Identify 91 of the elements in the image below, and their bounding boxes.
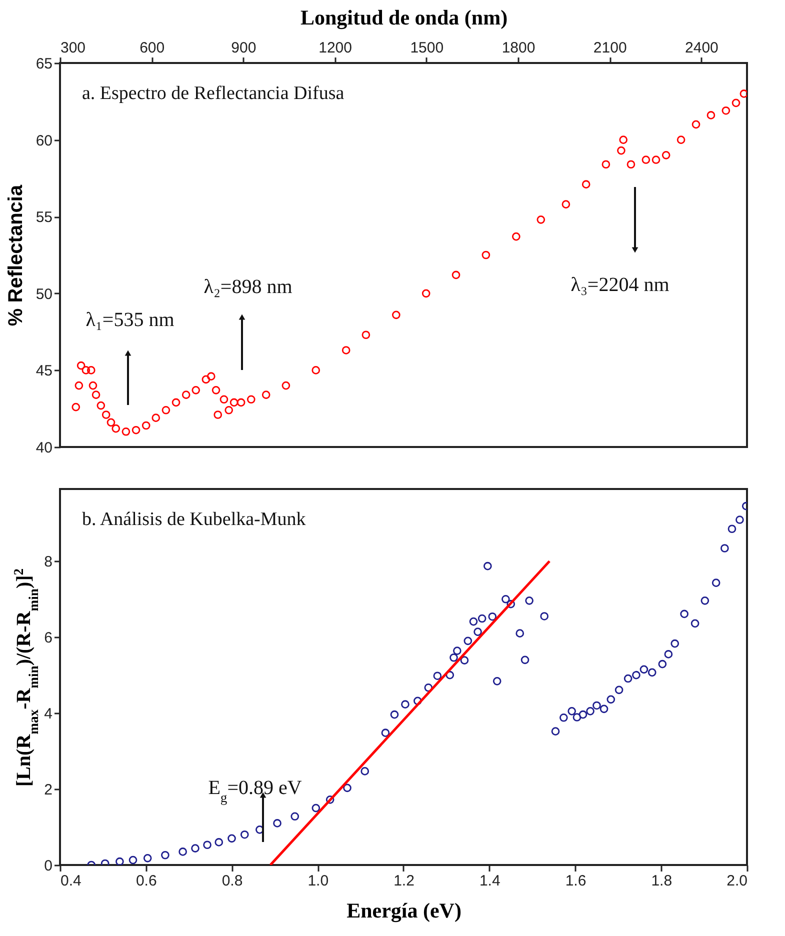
point bbox=[626, 160, 636, 169]
y-tick-label: 6 bbox=[44, 630, 52, 647]
x-tick-label: 300 bbox=[60, 40, 86, 56]
x-tick-label: 0.4 bbox=[60, 872, 82, 890]
point bbox=[652, 156, 660, 164]
point bbox=[122, 427, 130, 436]
point bbox=[642, 156, 650, 164]
annotation: λ₃=2204 nm bbox=[570, 274, 670, 296]
x-tick-label: 1500 bbox=[410, 40, 444, 56]
x-tick-label: 900 bbox=[231, 40, 256, 56]
point bbox=[76, 361, 86, 370]
y-tick-label: 55 bbox=[36, 209, 52, 226]
point bbox=[662, 151, 670, 160]
point bbox=[82, 366, 90, 374]
y-axis-title: % Reflectancia bbox=[4, 184, 27, 326]
point bbox=[706, 111, 716, 120]
annotation: a. Espectro de Reflectancia Difusa bbox=[82, 83, 345, 104]
annotation: b. Análisis de Kubelka-Munk bbox=[82, 509, 306, 530]
point bbox=[102, 410, 110, 419]
point bbox=[482, 250, 490, 260]
point bbox=[619, 136, 628, 144]
y-tick-label: 40 bbox=[36, 440, 52, 456]
point bbox=[72, 402, 80, 412]
annotation: λ₂=898 nm bbox=[204, 276, 293, 298]
annotation: E$_{g}$=0.89 eV bbox=[208, 777, 302, 804]
x-tick-label: 0.6 bbox=[136, 872, 157, 890]
point bbox=[740, 90, 747, 98]
x-tick-label: 2400 bbox=[685, 40, 718, 56]
point bbox=[722, 106, 730, 115]
point bbox=[172, 398, 180, 407]
y-tick-label: 4 bbox=[44, 706, 52, 723]
y-tick-label: 50 bbox=[36, 286, 52, 303]
x-tick-label: 1.6 bbox=[565, 872, 586, 890]
x-axis-title: Energía (eV) bbox=[346, 898, 462, 922]
point bbox=[74, 381, 84, 390]
point bbox=[220, 395, 228, 404]
point bbox=[362, 330, 370, 340]
x-axis-title: Longitud de onda (nm) bbox=[300, 6, 508, 30]
y-tick-label: 45 bbox=[36, 362, 52, 380]
point bbox=[732, 98, 740, 108]
x-tick-label: 600 bbox=[140, 40, 165, 56]
x-tick-label: 1.4 bbox=[479, 872, 500, 890]
point bbox=[282, 381, 290, 390]
x-tick-label: 1.2 bbox=[394, 872, 414, 890]
point bbox=[342, 346, 350, 354]
point bbox=[512, 232, 520, 241]
point bbox=[422, 289, 430, 298]
point bbox=[224, 406, 234, 414]
x-tick-label: 0.8 bbox=[222, 872, 243, 890]
point bbox=[692, 120, 700, 129]
point bbox=[562, 200, 570, 208]
point bbox=[676, 136, 686, 144]
x-tick-label: 1200 bbox=[318, 40, 352, 56]
point bbox=[212, 386, 220, 394]
point bbox=[142, 421, 150, 430]
x-tick-label: 2.0 bbox=[726, 872, 748, 890]
y-tick-label: 2 bbox=[44, 782, 52, 799]
point bbox=[152, 414, 160, 422]
x-tick-label: 1.0 bbox=[308, 872, 329, 890]
point bbox=[262, 390, 270, 399]
y-tick-label: 65 bbox=[36, 56, 52, 72]
point bbox=[206, 372, 216, 380]
point bbox=[236, 398, 246, 407]
point bbox=[617, 146, 626, 155]
point bbox=[182, 390, 190, 399]
point bbox=[312, 366, 320, 374]
point bbox=[96, 401, 106, 410]
y-tick-label: 60 bbox=[36, 132, 52, 150]
x-tick-label: 1800 bbox=[502, 40, 536, 56]
x-tick-label: 2100 bbox=[593, 40, 627, 56]
point bbox=[202, 375, 210, 384]
point bbox=[246, 395, 256, 404]
point bbox=[162, 406, 170, 414]
annotation: λ₁=535 nm bbox=[86, 309, 175, 331]
point bbox=[112, 424, 120, 433]
point bbox=[452, 270, 460, 280]
point bbox=[214, 410, 222, 419]
point bbox=[536, 216, 546, 224]
point bbox=[230, 398, 238, 407]
x-tick-label: 1.8 bbox=[651, 872, 672, 890]
point bbox=[392, 310, 400, 320]
point bbox=[192, 386, 200, 394]
point bbox=[132, 426, 140, 434]
y-tick-label: 0 bbox=[44, 858, 52, 874]
point bbox=[88, 381, 98, 390]
point bbox=[92, 390, 100, 399]
point bbox=[106, 418, 116, 427]
point bbox=[582, 180, 590, 188]
y-tick-label: 8 bbox=[44, 554, 52, 571]
point bbox=[86, 366, 96, 374]
point bbox=[602, 160, 610, 169]
